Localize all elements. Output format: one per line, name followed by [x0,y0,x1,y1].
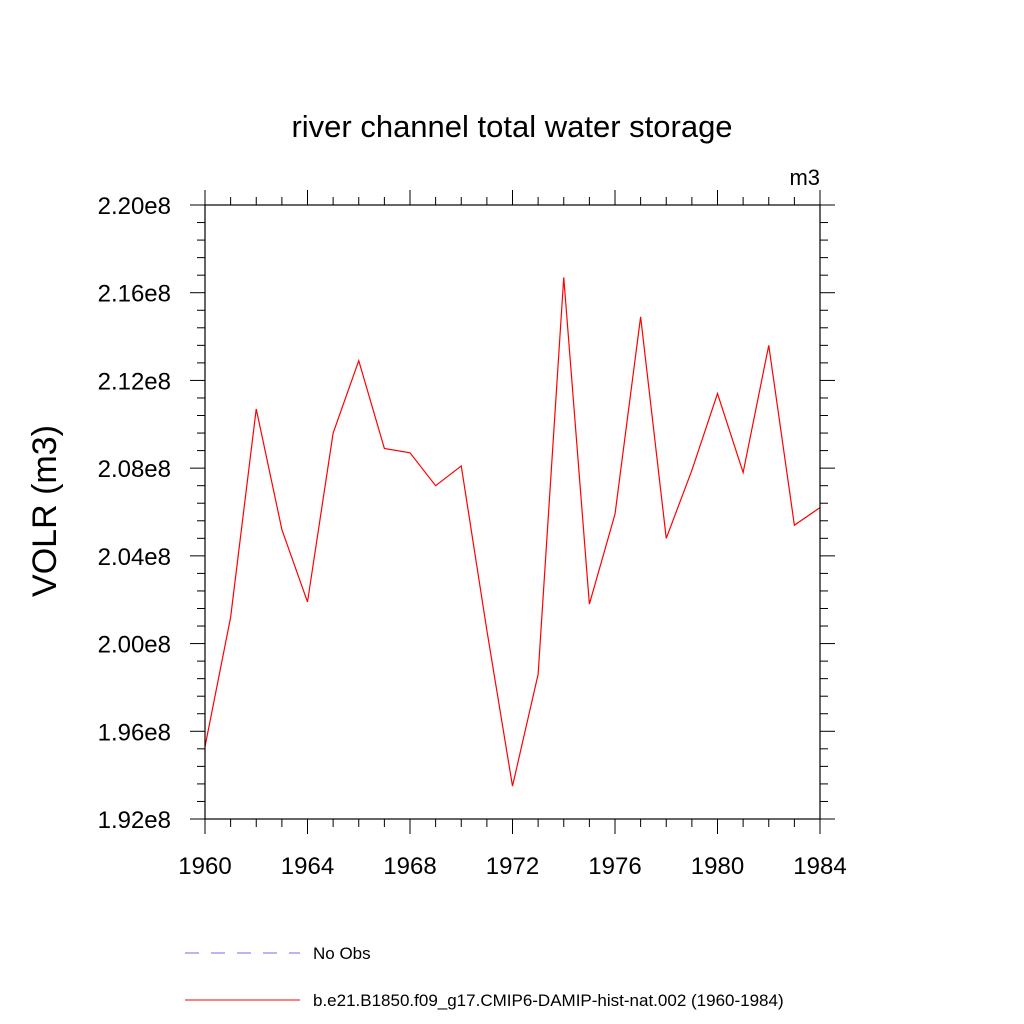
legend-label-0: No Obs [313,944,371,963]
x-tick-label: 1976 [588,853,641,880]
chart-title: river channel total water storage [291,109,732,144]
x-axis: 1960 1964 1968 1972 1976 1980 1984 [178,190,847,880]
y-tick-label: 2.00e8 [98,632,171,659]
plot-border [204,204,821,820]
legend: No Obs b.e21.B1850.f09_g17.CMIP6-DAMIP-hi… [185,944,784,1010]
units-label: m3 [789,165,820,190]
y-tick-label: 2.04e8 [98,544,171,571]
y-tick-label: 1.92e8 [98,807,171,834]
x-tick-label: 1984 [793,853,846,880]
y-tick-label: 1.96e8 [98,719,171,746]
x-tick-label: 1964 [281,853,334,880]
x-tick-label: 1972 [486,853,539,880]
series-layer [204,277,821,787]
plot-frame [204,204,821,820]
y-tick-label: 2.20e8 [98,193,171,220]
series-line-1 [204,277,821,787]
y-tick-label: 2.16e8 [98,281,171,308]
y-tick-label: 2.12e8 [98,368,171,395]
y-axis: 1.92e8 1.96e8 2.00e8 2.04e8 2.08e8 2.12e8 2.16… [98,193,835,834]
y-axis-title: VOLR (m3) [26,425,64,597]
x-tick-label: 1980 [691,853,744,880]
x-tick-label: 1968 [383,853,436,880]
x-tick-label: 1960 [178,853,231,880]
legend-label-1: b.e21.B1850.f09_g17.CMIP6-DAMIP-hist-nat… [313,991,784,1010]
y-tick-label: 2.08e8 [98,456,171,483]
